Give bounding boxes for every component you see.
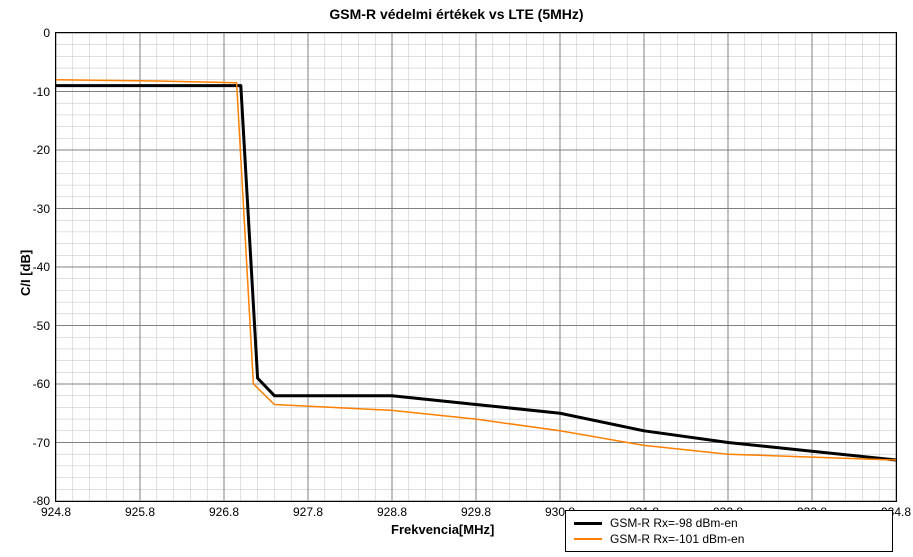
- x-tick-label: 925.8: [125, 505, 155, 519]
- y-tick-label: -40: [33, 260, 50, 274]
- chart-title: GSM-R védelmi értékek vs LTE (5MHz): [0, 6, 913, 22]
- y-tick-label: 0: [43, 26, 50, 40]
- x-tick-label: 927.8: [293, 505, 323, 519]
- y-tick-label: -10: [33, 85, 50, 99]
- x-tick-label: 924.8: [41, 505, 71, 519]
- x-axis-label: Frekvencia[MHz]: [391, 522, 494, 537]
- legend: GSM-R Rx=-98 dBm-en GSM-R Rx=-101 dBm-en: [565, 510, 893, 552]
- x-tick-label: 928.8: [377, 505, 407, 519]
- legend-item: GSM-R Rx=-98 dBm-en: [574, 515, 884, 531]
- x-tick-label: 926.8: [209, 505, 239, 519]
- plot-svg: [56, 33, 896, 501]
- x-tick-label: 929.8: [461, 505, 491, 519]
- legend-swatch: [574, 538, 602, 540]
- y-tick-label: -50: [33, 319, 50, 333]
- chart-container: GSM-R védelmi értékek vs LTE (5MHz) -80-…: [0, 0, 913, 557]
- y-axis-label: C/I [dB]: [18, 250, 33, 296]
- legend-item: GSM-R Rx=-101 dBm-en: [574, 531, 884, 547]
- y-tick-label: -20: [33, 143, 50, 157]
- y-tick-label: -30: [33, 202, 50, 216]
- legend-swatch: [574, 522, 602, 525]
- legend-label: GSM-R Rx=-101 dBm-en: [610, 532, 744, 546]
- legend-label: GSM-R Rx=-98 dBm-en: [610, 516, 738, 530]
- y-tick-label: -70: [33, 436, 50, 450]
- y-tick-label: -60: [33, 377, 50, 391]
- plot-area: -80-70-60-50-40-30-20-100924.8925.8926.8…: [55, 32, 897, 502]
